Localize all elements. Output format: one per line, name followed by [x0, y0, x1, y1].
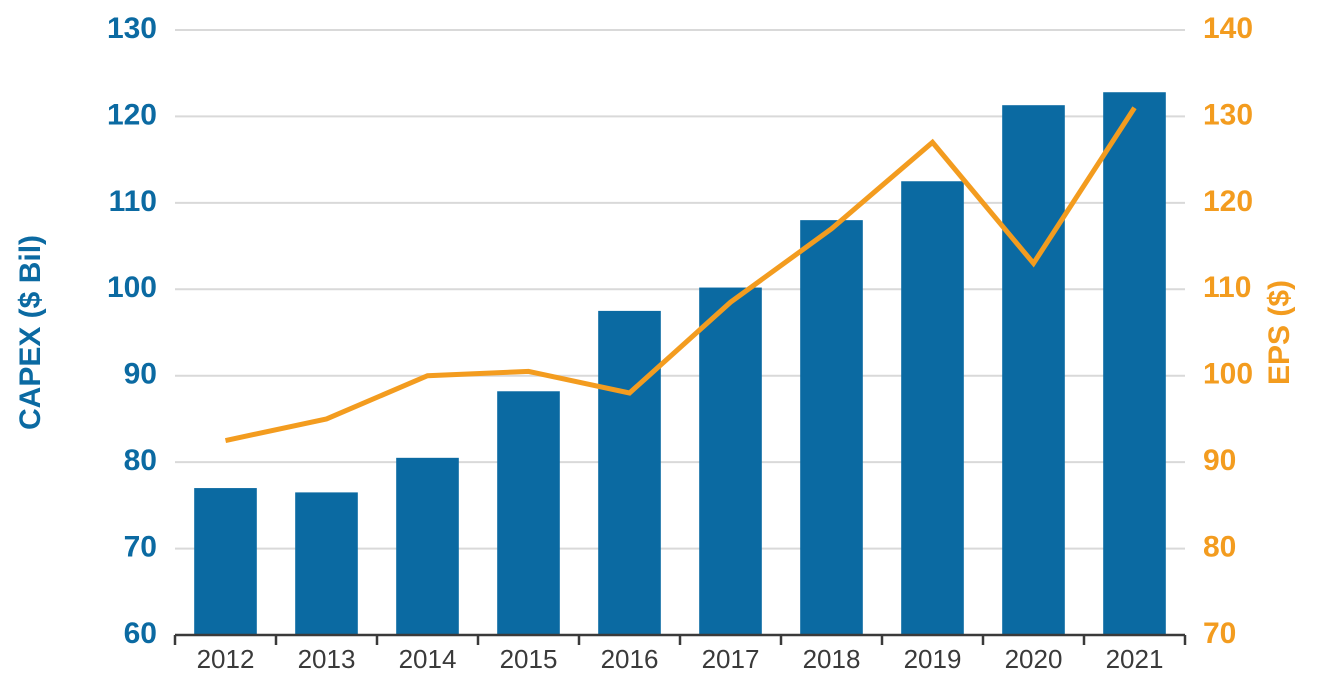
- right-axis-tick-label: 80: [1203, 530, 1236, 563]
- bar: [1002, 105, 1065, 635]
- right-axis-tick-label: 70: [1203, 617, 1236, 650]
- right-axis-tick-label: 140: [1203, 12, 1253, 45]
- left-axis-tick-label: 100: [107, 271, 157, 304]
- left-axis-tick-label: 70: [124, 530, 157, 563]
- left-axis-tick-label: 60: [124, 617, 157, 650]
- right-axis-title: EPS ($): [1263, 280, 1296, 385]
- x-axis-tick-label: 2017: [702, 644, 760, 674]
- bar: [295, 492, 358, 635]
- left-axis-tick-label: 90: [124, 358, 157, 391]
- left-axis-tick-label: 120: [107, 98, 157, 131]
- right-axis-tick-label: 90: [1203, 444, 1236, 477]
- bar: [1103, 92, 1166, 635]
- capex-eps-chart: 60 70 80 90 100 110 120 130 70 80 90 100 110 120 130 14…: [0, 0, 1324, 692]
- right-axis-tick-label: 110: [1203, 271, 1251, 304]
- x-axis-tick-label: 2015: [500, 644, 558, 674]
- bar: [800, 220, 863, 635]
- x-axis-tick-label: 2019: [904, 644, 962, 674]
- right-axis-tick-label: 120: [1203, 185, 1253, 218]
- right-axis-tick-label: 130: [1203, 98, 1253, 131]
- left-axis-tick-label: 110: [109, 185, 157, 218]
- x-axis-tick-label: 2018: [803, 644, 861, 674]
- bar: [396, 458, 459, 635]
- x-axis-tick-label: 2014: [399, 644, 457, 674]
- bar: [497, 391, 560, 635]
- right-axis-tick-label: 100: [1203, 358, 1253, 391]
- left-axis-tick-label: 80: [124, 444, 157, 477]
- bar: [598, 311, 661, 635]
- bar: [699, 288, 762, 635]
- x-axis-tick-label: 2020: [1005, 644, 1063, 674]
- x-axis-tick-label: 2021: [1106, 644, 1164, 674]
- bar: [901, 181, 964, 635]
- x-axis-tick-label: 2016: [601, 644, 659, 674]
- left-axis-tick-label: 130: [107, 12, 157, 45]
- x-axis-tick-label: 2013: [298, 644, 356, 674]
- bar: [194, 488, 257, 635]
- chart-svg: 60 70 80 90 100 110 120 130 70 80 90 100 110 120 130 14…: [0, 0, 1324, 692]
- x-axis-tick-label: 2012: [197, 644, 255, 674]
- left-axis-title: CAPEX ($ Bil): [14, 235, 47, 430]
